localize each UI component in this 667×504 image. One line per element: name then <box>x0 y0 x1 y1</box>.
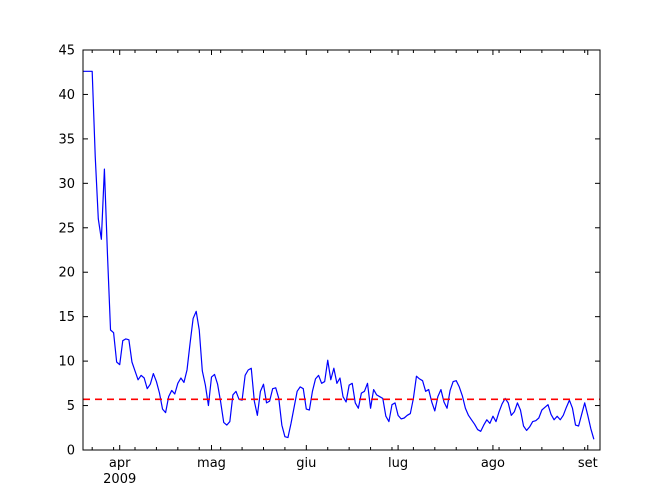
x-axis: apr mag giu lug ago set 2009 <box>91 50 598 487</box>
y-tick-label: 25 <box>58 221 75 236</box>
x-tick-label: giu <box>296 456 316 471</box>
axes-frame <box>82 49 601 451</box>
plot-area <box>83 50 600 450</box>
x-tick-label: set <box>578 456 598 471</box>
x-tick-label: mag <box>197 456 226 471</box>
plot-background <box>83 50 600 450</box>
y-tick-label: 30 <box>58 177 75 192</box>
y-axis: 0 5 10 15 20 25 30 35 40 45 <box>58 44 600 459</box>
y-tick-label: 0 <box>67 444 75 459</box>
y-tick-label: 10 <box>58 355 75 370</box>
y-tick-label: 45 <box>58 44 75 59</box>
plot-frame <box>82 49 601 451</box>
x-year-label: 2009 <box>103 472 136 487</box>
y-tick-label: 5 <box>67 399 75 414</box>
y-tick-label: 15 <box>58 310 75 325</box>
y-tick-label: 40 <box>58 88 75 103</box>
x-tick-label: ago <box>481 456 505 471</box>
y-tick-label: 35 <box>58 132 75 147</box>
x-tick-label: lug <box>388 456 408 471</box>
x-tick-label: apr <box>109 456 131 471</box>
y-tick-label: 20 <box>58 266 75 281</box>
